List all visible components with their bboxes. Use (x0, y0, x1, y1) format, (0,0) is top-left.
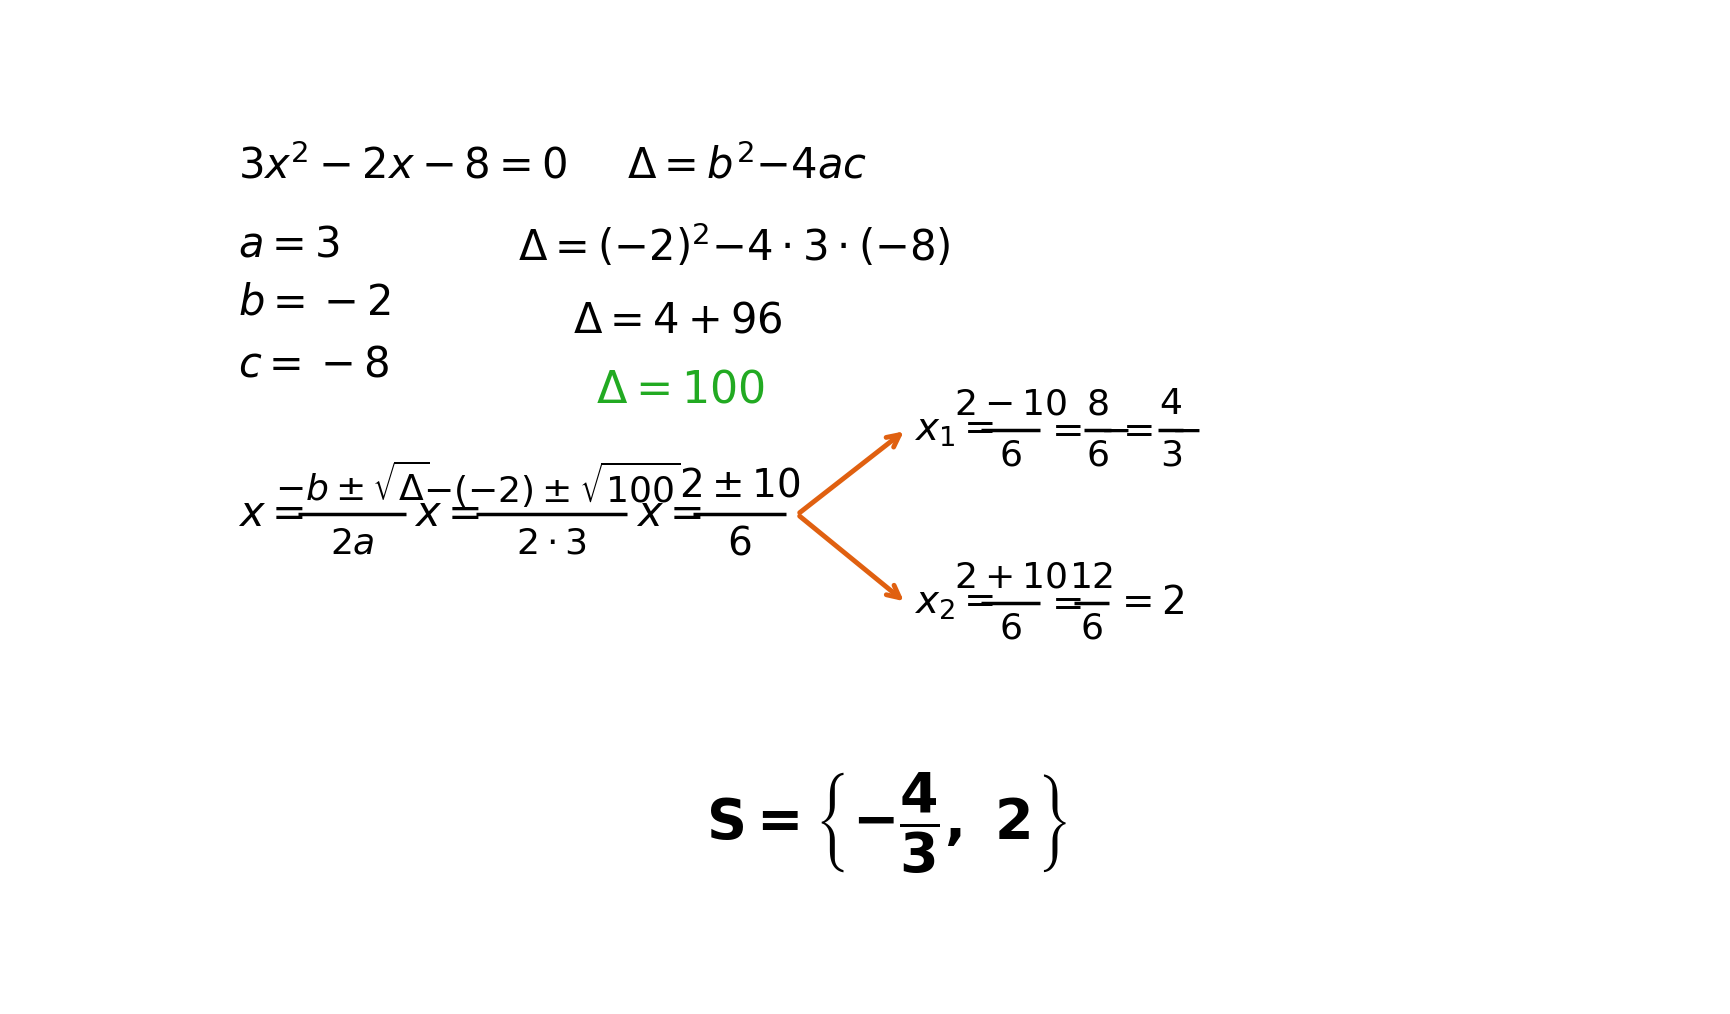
Text: $6$: $6$ (1086, 438, 1109, 473)
Text: $6$: $6$ (1080, 611, 1104, 645)
Text: $3x^2 - 2x - 8 = 0$: $3x^2 - 2x - 8 = 0$ (239, 145, 567, 188)
Text: $=$: $=$ (1043, 584, 1081, 622)
Text: $-(-2) \pm \sqrt{100}$: $-(-2) \pm \sqrt{100}$ (422, 460, 680, 510)
Text: $3$: $3$ (1159, 438, 1182, 473)
Text: $b = -2$: $b = -2$ (239, 282, 391, 323)
Text: $x =$: $x =$ (413, 494, 479, 535)
Text: $12$: $12$ (1069, 561, 1114, 594)
Text: $2 \pm 10$: $2 \pm 10$ (678, 466, 799, 504)
Text: $x_1 =$: $x_1 =$ (913, 411, 995, 448)
Text: $4$: $4$ (1159, 387, 1182, 421)
Text: $6$: $6$ (1000, 611, 1022, 645)
Text: $6$: $6$ (1000, 438, 1022, 473)
Text: $2 \cdot 3$: $2 \cdot 3$ (516, 526, 586, 561)
Text: $-b \pm \sqrt{\Delta}$: $-b \pm \sqrt{\Delta}$ (275, 463, 429, 507)
Text: $2 - 10$: $2 - 10$ (955, 387, 1067, 421)
Text: $\Delta = (-2)^2{-}4 \cdot 3 \cdot (-8)$: $\Delta = (-2)^2{-}4 \cdot 3 \cdot (-8)$ (519, 223, 952, 270)
Text: $x =$: $x =$ (637, 494, 702, 535)
Text: $= -$: $= -$ (1043, 411, 1130, 448)
Text: $\Delta = b^2{-}4ac$: $\Delta = b^2{-}4ac$ (626, 145, 867, 188)
Text: $x =$: $x =$ (239, 494, 304, 535)
Text: $6$: $6$ (727, 524, 751, 563)
Text: $2 + 10$: $2 + 10$ (955, 561, 1067, 594)
Text: $\Delta = 4 + 96$: $\Delta = 4 + 96$ (573, 299, 782, 342)
Text: $= 2$: $= 2$ (1114, 584, 1185, 622)
Text: $8$: $8$ (1086, 387, 1109, 421)
Text: $c = -8$: $c = -8$ (239, 343, 389, 385)
Text: $x_2 =$: $x_2 =$ (913, 584, 995, 622)
Text: $\Delta = 100$: $\Delta = 100$ (597, 368, 765, 411)
Text: $a = 3$: $a = 3$ (239, 224, 339, 266)
Text: $2a$: $2a$ (329, 526, 374, 561)
Text: $= -$: $= -$ (1116, 411, 1201, 448)
Text: $\mathbf{S = \left\{-\dfrac{4}{3},\ 2\right\}}$: $\mathbf{S = \left\{-\dfrac{4}{3},\ 2\ri… (706, 770, 1067, 875)
